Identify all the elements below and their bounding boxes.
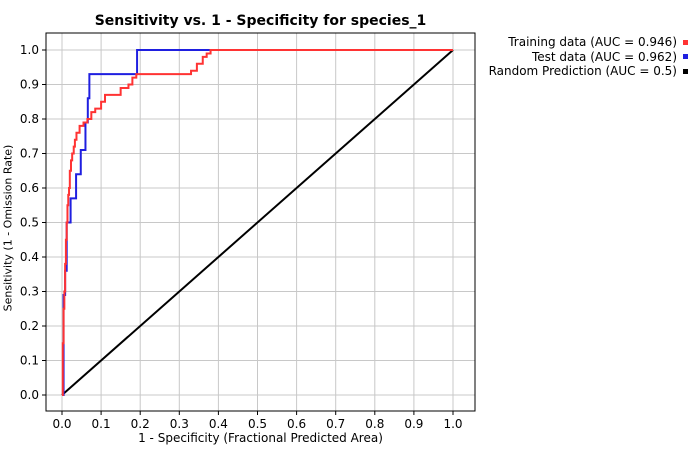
y-tick-label: 0.5 — [20, 216, 39, 230]
legend: Training data (AUC = 0.946) Test data (A… — [489, 35, 688, 79]
legend-item-training: Training data (AUC = 0.946) — [489, 35, 688, 50]
x-tick-label: 0.0 — [52, 417, 71, 431]
x-axis-label: 1 - Specificity (Fractional Predicted Ar… — [138, 431, 383, 445]
x-tick-label: 0.3 — [170, 417, 189, 431]
y-tick-label: 0.8 — [20, 112, 39, 126]
x-tick-label: 1.0 — [443, 417, 462, 431]
training-data-line — [61, 49, 453, 396]
x-tick-label: 0.1 — [92, 417, 111, 431]
x-tick-label: 0.5 — [248, 417, 267, 431]
x-tick-label: 0.6 — [287, 417, 306, 431]
x-tick-label: 0.4 — [209, 417, 228, 431]
y-tick-label: 0.2 — [20, 319, 39, 333]
series-lines — [61, 49, 454, 396]
y-tick-label: 0.7 — [20, 147, 39, 161]
axis-ticks: 0.0 0.1 0.2 0.3 0.4 0.5 0.6 0.7 0.8 0.9 1.0 0.0 0.1 0… — [20, 43, 463, 431]
legend-label-test: Test data (AUC = 0.962) — [531, 49, 677, 64]
legend-item-random: Random Prediction (AUC = 0.5) — [489, 64, 688, 79]
x-tick-label: 0.7 — [326, 417, 345, 431]
legend-swatch-random — [683, 68, 688, 74]
chart-title: Sensitivity vs. 1 - Specificity for spec… — [94, 13, 427, 29]
x-tick-label: 0.2 — [131, 417, 150, 431]
y-tick-label: 0.3 — [20, 285, 39, 299]
y-tick-label: 0.1 — [20, 354, 39, 368]
random-prediction-line — [61, 49, 454, 396]
y-tick-label: 0.4 — [20, 250, 39, 264]
grid — [46, 33, 475, 411]
legend-swatch-test — [683, 54, 688, 60]
x-tick-label: 0.8 — [365, 417, 384, 431]
y-tick-label: 0.9 — [20, 78, 39, 92]
y-tick-label: 0.0 — [20, 388, 39, 402]
x-tick-label: 0.9 — [404, 417, 423, 431]
legend-item-test: Test data (AUC = 0.962) — [489, 50, 688, 65]
legend-label-random: Random Prediction (AUC = 0.5) — [488, 64, 677, 79]
y-tick-label: 1.0 — [20, 43, 39, 57]
y-tick-label: 0.6 — [20, 181, 39, 195]
legend-label-training: Training data (AUC = 0.946) — [508, 35, 677, 50]
legend-swatch-training — [683, 39, 688, 45]
